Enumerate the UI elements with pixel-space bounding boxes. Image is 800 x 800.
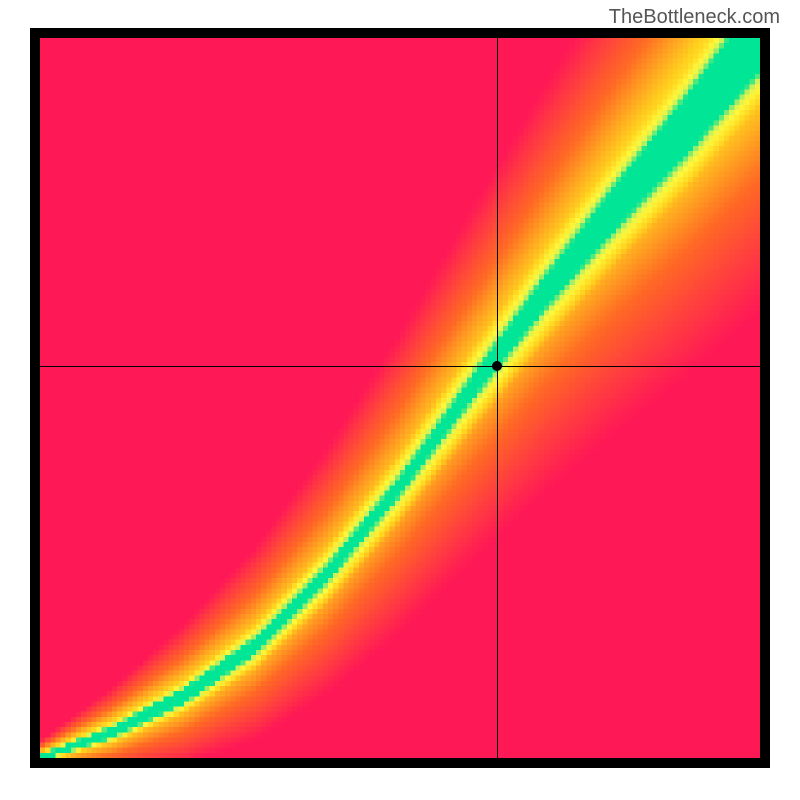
crosshair-vertical bbox=[497, 38, 498, 758]
plot-outer-frame bbox=[30, 28, 770, 768]
chart-container: TheBottleneck.com bbox=[0, 0, 800, 800]
watermark-text: TheBottleneck.com bbox=[609, 6, 780, 29]
heatmap-canvas bbox=[40, 38, 760, 758]
crosshair-marker bbox=[492, 361, 502, 371]
crosshair-horizontal bbox=[40, 366, 760, 367]
plot-inner-area bbox=[40, 38, 760, 758]
